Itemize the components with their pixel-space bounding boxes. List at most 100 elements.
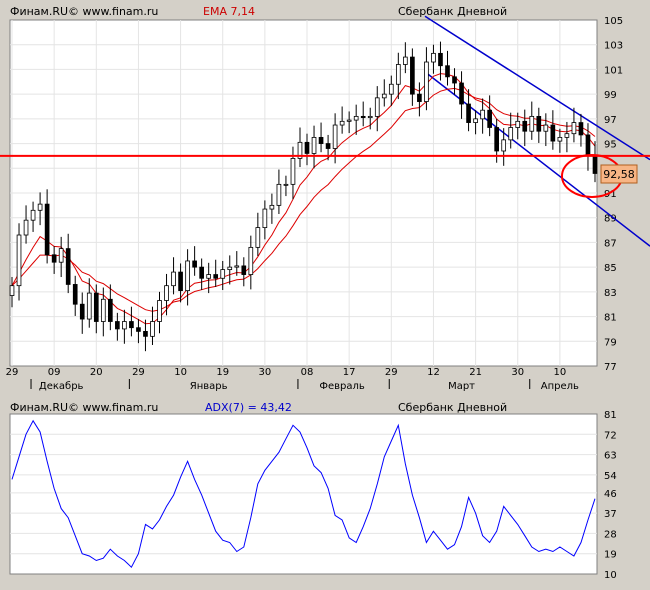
adx-line — [11, 419, 596, 569]
y-tick-label: 63 — [604, 451, 617, 462]
candle-body — [557, 136, 563, 142]
y-tick-label: 99 — [604, 90, 617, 101]
candle-body — [178, 271, 183, 292]
candle-body — [564, 133, 570, 138]
candle-body — [157, 300, 162, 322]
candle-body — [164, 285, 169, 301]
candle-body — [30, 209, 36, 221]
candle-body — [332, 124, 338, 149]
candle-body — [438, 52, 443, 67]
candle-body — [494, 127, 499, 152]
candle-body — [522, 120, 528, 132]
candle-body — [283, 183, 289, 186]
candle-body — [466, 103, 471, 123]
candle-body — [445, 65, 450, 78]
adx-label: ADX(7) = 43,42 — [205, 401, 292, 414]
y-tick-label: 101 — [604, 65, 623, 76]
y-tick-label: 81 — [604, 313, 617, 324]
y-tick-label: 85 — [604, 263, 617, 274]
candle-body — [213, 274, 219, 279]
candle-body — [129, 321, 134, 329]
candle-body — [311, 136, 317, 154]
y-tick-label: 105 — [604, 16, 623, 27]
candle-body — [536, 115, 542, 132]
candle-body — [431, 52, 436, 63]
x-tick-label: 30 — [259, 367, 272, 378]
month-label: Декабрь — [39, 381, 84, 392]
y-tick-label: 103 — [604, 41, 623, 52]
x-tick-label: 17 — [343, 367, 356, 378]
candle-body — [65, 248, 71, 285]
candle-body — [115, 321, 120, 330]
price-source-label: Финам.RU© www.finam.ru — [10, 5, 158, 18]
candle-body — [143, 330, 148, 337]
y-tick-label: 89 — [604, 214, 617, 225]
y-tick-label: 79 — [604, 337, 617, 348]
candle-body — [339, 120, 345, 126]
y-tick-label: 10 — [604, 570, 617, 581]
x-tick-label: 09 — [48, 367, 61, 378]
candle-body — [79, 303, 85, 320]
candle-body — [58, 248, 64, 263]
candle-body — [550, 124, 556, 142]
candle-body — [360, 115, 366, 119]
candle-body — [297, 141, 303, 159]
candle-body — [122, 321, 127, 330]
y-tick-label: 46 — [604, 489, 617, 500]
y-tick-label: 95 — [604, 140, 617, 151]
x-tick-label: 12 — [427, 367, 440, 378]
candle-body — [9, 285, 15, 296]
candle-body — [72, 284, 78, 305]
candle-body — [578, 122, 584, 136]
x-tick-label: 29 — [385, 367, 398, 378]
adx-title: Сбербанк Дневной — [398, 401, 507, 414]
candle-body — [192, 260, 197, 268]
channel-line-upper — [424, 15, 650, 161]
candle-body — [487, 109, 492, 128]
candle-body — [100, 298, 106, 322]
y-tick-label: 19 — [604, 550, 617, 561]
candle-body — [171, 271, 176, 287]
candle-body — [367, 115, 373, 119]
candle-body — [318, 136, 324, 144]
candle-body — [23, 219, 29, 236]
x-tick-label: 20 — [90, 367, 103, 378]
candle-body — [529, 115, 535, 132]
candle-body — [459, 82, 464, 105]
x-tick-label: 29 — [132, 367, 145, 378]
candle-body — [276, 183, 282, 206]
adx-panel — [9, 413, 598, 575]
candle-body — [452, 76, 457, 84]
candle-body — [381, 93, 387, 99]
candle-body — [234, 265, 240, 268]
candle-body — [248, 246, 254, 275]
month-label: Январь — [190, 381, 228, 392]
candle-body — [417, 93, 422, 102]
month-label: Апрель — [541, 381, 579, 392]
candle-body — [473, 118, 478, 123]
x-tick-label: 29 — [6, 367, 19, 378]
y-tick-label: 81 — [604, 410, 617, 421]
y-tick-label: 87 — [604, 238, 617, 249]
candle-body — [304, 141, 310, 154]
y-tick-label: 37 — [604, 509, 617, 520]
y-tick-label: 83 — [604, 288, 617, 299]
x-tick-label: 19 — [216, 367, 229, 378]
candle-body — [241, 265, 247, 275]
y-tick-label: 91 — [604, 189, 617, 200]
candle-body — [269, 204, 275, 210]
last-price-box: 92,58 — [600, 164, 638, 184]
candle-body — [353, 115, 359, 121]
y-tick-label: 72 — [604, 430, 617, 441]
adx-source-label: Финам.RU© www.finam.ru — [10, 401, 158, 414]
candle-body — [206, 274, 212, 279]
y-tick-label: 28 — [604, 529, 617, 540]
month-label: Февраль — [319, 381, 365, 392]
candle-body — [136, 327, 141, 332]
candle-body — [290, 157, 296, 185]
x-tick-label: 21 — [469, 367, 482, 378]
month-label: Март — [448, 381, 475, 392]
x-tick-label: 10 — [554, 367, 567, 378]
candle-body — [403, 56, 408, 65]
